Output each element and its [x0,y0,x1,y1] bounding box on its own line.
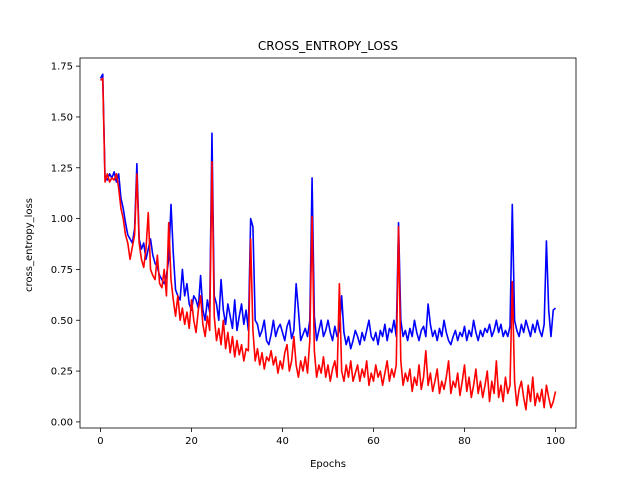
y-tick-label: 0.25 [51,367,73,378]
x-tick-label: 80 [458,436,471,447]
axes-frame [79,57,577,429]
series-line-2 [99,77,557,411]
x-tick-label: 40 [276,436,289,447]
x-tick-label: 100 [546,436,565,447]
x-tick-label: 60 [367,436,380,447]
x-tick-label: 20 [185,436,198,447]
plot-area: 0 20 40 60 80 100 0.00 0.25 0.50 0.75 1.00 1.25 1.50… [51,57,577,447]
y-tick-label: 0.00 [51,417,73,428]
y-axis-title: cross_entropy_loss [24,198,35,292]
y-tick-label: 0.50 [51,316,73,327]
y-tick-label: 1.50 [51,112,73,123]
x-tick-label: 0 [97,436,103,447]
chart-title: CROSS_ENTROPY_LOSS [258,39,398,53]
y-tick-label: 1.75 [51,62,73,73]
y-tick-label: 1.00 [51,214,73,225]
y-tick-label: 1.25 [51,163,73,174]
series-line-1 [99,73,557,350]
x-axis-title: Epochs [310,459,346,470]
y-tick-label: 0.75 [51,265,73,276]
